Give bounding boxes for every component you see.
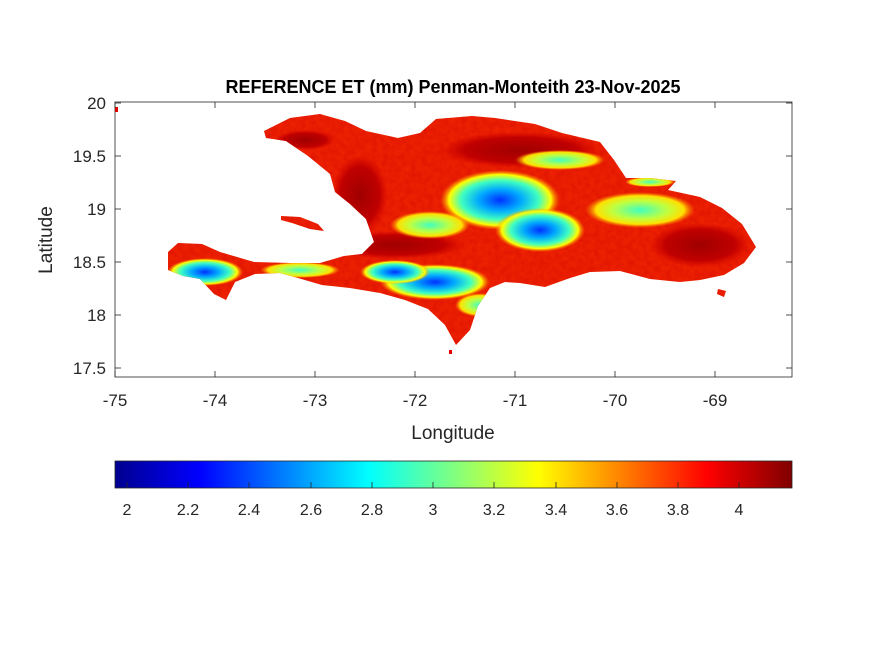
colorbar-tick-label: 3.4	[545, 502, 567, 519]
x-tick-label: -70	[603, 391, 628, 410]
x-tick-label: -73	[303, 391, 328, 410]
chart-title: REFERENCE ET (mm) Penman-Monteith 23-Nov…	[225, 77, 680, 97]
colorbar-ticks	[126, 482, 740, 488]
colorbar: 2 2.2 2.4 2.6 2.8 3 3.2 3.4 3.6 3.8 4	[114, 460, 793, 519]
y-axis: 20 19.5 19 18.5 18 17.5	[73, 94, 792, 378]
colorbar-tick-label: 2.6	[300, 502, 322, 519]
y-tick-label: 17.5	[73, 359, 106, 378]
colorbar-tick-label: 3.8	[667, 502, 689, 519]
colorbar-tick-label: 4	[735, 502, 744, 519]
colorbar-tick-label: 2.8	[361, 502, 383, 519]
y-axis-label: Latitude	[36, 206, 57, 274]
x-tick-label: -71	[503, 391, 528, 410]
x-axis: -75 -74 -73 -72 -71 -70 -69	[103, 102, 728, 410]
x-tick-label: -69	[703, 391, 728, 410]
y-tick-label: 19.5	[73, 147, 106, 166]
colorbar-tick-label: 3.2	[483, 502, 505, 519]
colorbar-tick-label: 3	[429, 502, 438, 519]
colorbar-tick-label: 2.4	[238, 502, 260, 519]
colorbar-tick-label: 3.6	[606, 502, 628, 519]
colorbar-tick-label: 2	[123, 502, 132, 519]
y-tick-label: 18.5	[73, 253, 106, 272]
x-tick-label: -74	[203, 391, 228, 410]
colorbar-tick-label: 2.2	[177, 502, 199, 519]
y-tick-label: 19	[87, 200, 106, 219]
y-tick-label: 20	[87, 94, 106, 113]
y-tick-label: 18	[87, 306, 106, 325]
x-tick-label: -75	[103, 391, 128, 410]
colorbar-gradient	[114, 460, 793, 489]
x-tick-label: -72	[403, 391, 428, 410]
x-axis-label: Longitude	[411, 423, 494, 444]
